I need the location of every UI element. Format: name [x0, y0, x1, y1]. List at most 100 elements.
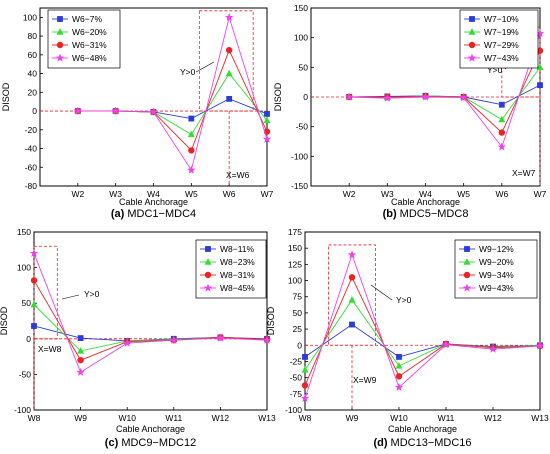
- series-4: [344, 29, 545, 151]
- y-axis-label: DISOD: [266, 306, 276, 335]
- annotation-y-positive: Y>0: [396, 295, 412, 305]
- y-tick-label: 60: [28, 50, 38, 60]
- x-tick-label: W7: [534, 189, 547, 199]
- series-2: [30, 300, 271, 354]
- data-point: [188, 147, 195, 154]
- panel-caption: (b) MDC5−MDC8: [383, 208, 469, 220]
- data-point: [344, 92, 354, 101]
- data-point: [31, 323, 37, 329]
- series-1: [74, 95, 270, 122]
- y-tick-label: -50: [290, 373, 303, 383]
- y-tick-label: -100: [285, 405, 302, 415]
- data-point: [77, 335, 84, 341]
- data-point: [347, 250, 357, 259]
- x-tick-label: W2: [71, 189, 84, 199]
- y-tick-label: -20: [25, 125, 38, 135]
- legend-label: W9−20%: [479, 257, 514, 267]
- data-point: [302, 354, 308, 360]
- y-tick-label: -100: [291, 151, 308, 161]
- x-tick-label: W12: [484, 413, 502, 423]
- data-point: [225, 46, 233, 54]
- data-point: [73, 106, 83, 115]
- y-tick-label: -75: [290, 389, 303, 399]
- y-tick-label: 50: [299, 62, 309, 72]
- legend-label: W6−20%: [72, 27, 107, 37]
- y-tick-label: -50: [296, 122, 309, 132]
- chart-panel-1: -80 -60 -40 -20 0 20 40 60 80 100 W2 W3 W4 W5 W6 W7 Cabl…: [1, 7, 274, 220]
- legend-label: W6−31%: [72, 40, 107, 50]
- caption-text: MDC9−MDC12: [121, 437, 196, 449]
- x-axis-label: Cable Anchorage: [391, 197, 460, 207]
- data-point: [395, 362, 403, 369]
- series-line: [33, 304, 268, 352]
- annotation-y-positive: Y>0: [487, 65, 503, 75]
- x-tick-label: W6: [223, 189, 236, 199]
- x-tick-label: W13: [531, 413, 549, 423]
- caption-tag: (c): [105, 437, 119, 449]
- x-tick-label: W2: [343, 189, 356, 199]
- y-tick-label: 40: [28, 69, 38, 79]
- legend-label: W8−45%: [220, 283, 255, 293]
- y-axis-label: DISOD: [1, 82, 11, 111]
- data-point: [225, 69, 233, 77]
- x-tick-label: W7: [261, 189, 274, 199]
- x-axis-label: Cable Anchorage: [116, 424, 185, 434]
- data-point: [537, 82, 543, 89]
- x-tick-label: W5: [457, 189, 470, 199]
- data-point: [122, 338, 132, 347]
- series-line: [304, 324, 541, 358]
- data-point: [348, 296, 356, 303]
- chart-panel-2: -150 -100 -50 0 50 100 150 W2 W3 W4 W5 W6 W7 Cable An…: [273, 3, 547, 220]
- y-tick-label: -40: [25, 144, 38, 154]
- legend-marker: [467, 53, 477, 62]
- legend-marker: [204, 271, 212, 279]
- annotation-arrow: [370, 284, 393, 301]
- legend: W6−7% W6−20% W6−31% W6−48%: [47, 9, 121, 69]
- legend-marker: [468, 41, 476, 49]
- y-tick-label: 0: [303, 92, 308, 102]
- data-point: [264, 110, 270, 117]
- data-point: [535, 341, 545, 350]
- data-point: [498, 115, 506, 123]
- data-point: [187, 165, 196, 174]
- data-point: [76, 367, 85, 376]
- series-line: [349, 84, 541, 106]
- x-tick-label: W3: [109, 189, 122, 199]
- legend-marker: [463, 258, 471, 265]
- x-tick-label: W11: [438, 413, 455, 423]
- y-tick-label: 75: [293, 292, 303, 302]
- legend: W8−11% W8−23% W8−31% W8−45%: [195, 239, 267, 299]
- y-tick-label: 50: [22, 298, 32, 308]
- y-tick-label: 0: [32, 106, 37, 116]
- data-point: [300, 393, 310, 402]
- highlight-box: [328, 244, 376, 346]
- x-tick-label: W9: [74, 413, 87, 423]
- legend-label: W7−43%: [484, 53, 519, 63]
- x-tick-label: W10: [390, 413, 408, 423]
- highlight-box: [33, 245, 58, 340]
- legend: W9−12% W9−20% W9−34% W9−43%: [454, 239, 538, 299]
- legend-marker: [468, 28, 476, 35]
- x-tick-label: W5: [185, 189, 198, 199]
- data-point: [111, 106, 120, 115]
- data-point: [30, 300, 38, 308]
- caption-tag: (d): [373, 437, 387, 449]
- annotation-arrow: [61, 294, 80, 300]
- x-tick-label: W4: [147, 189, 160, 199]
- legend-marker: [55, 53, 65, 62]
- legend-label: W9−34%: [479, 270, 514, 280]
- panel-caption: (c) MDC9−MDC12: [105, 437, 196, 449]
- x-tick-label: W13: [258, 413, 276, 423]
- data-point: [395, 373, 403, 380]
- legend-label: W6−7%: [72, 14, 102, 24]
- annotation-x-ref: X=W7: [512, 168, 536, 178]
- series-line: [349, 33, 541, 148]
- series-1: [302, 321, 543, 360]
- y-tick-label: -80: [25, 181, 38, 191]
- data-point: [262, 335, 272, 344]
- data-point: [263, 116, 271, 124]
- y-tick-label: -60: [25, 162, 38, 172]
- data-point: [383, 93, 392, 102]
- panel-caption: (d) MDC13−MDC16: [373, 437, 471, 449]
- x-tick-label: W11: [165, 413, 182, 423]
